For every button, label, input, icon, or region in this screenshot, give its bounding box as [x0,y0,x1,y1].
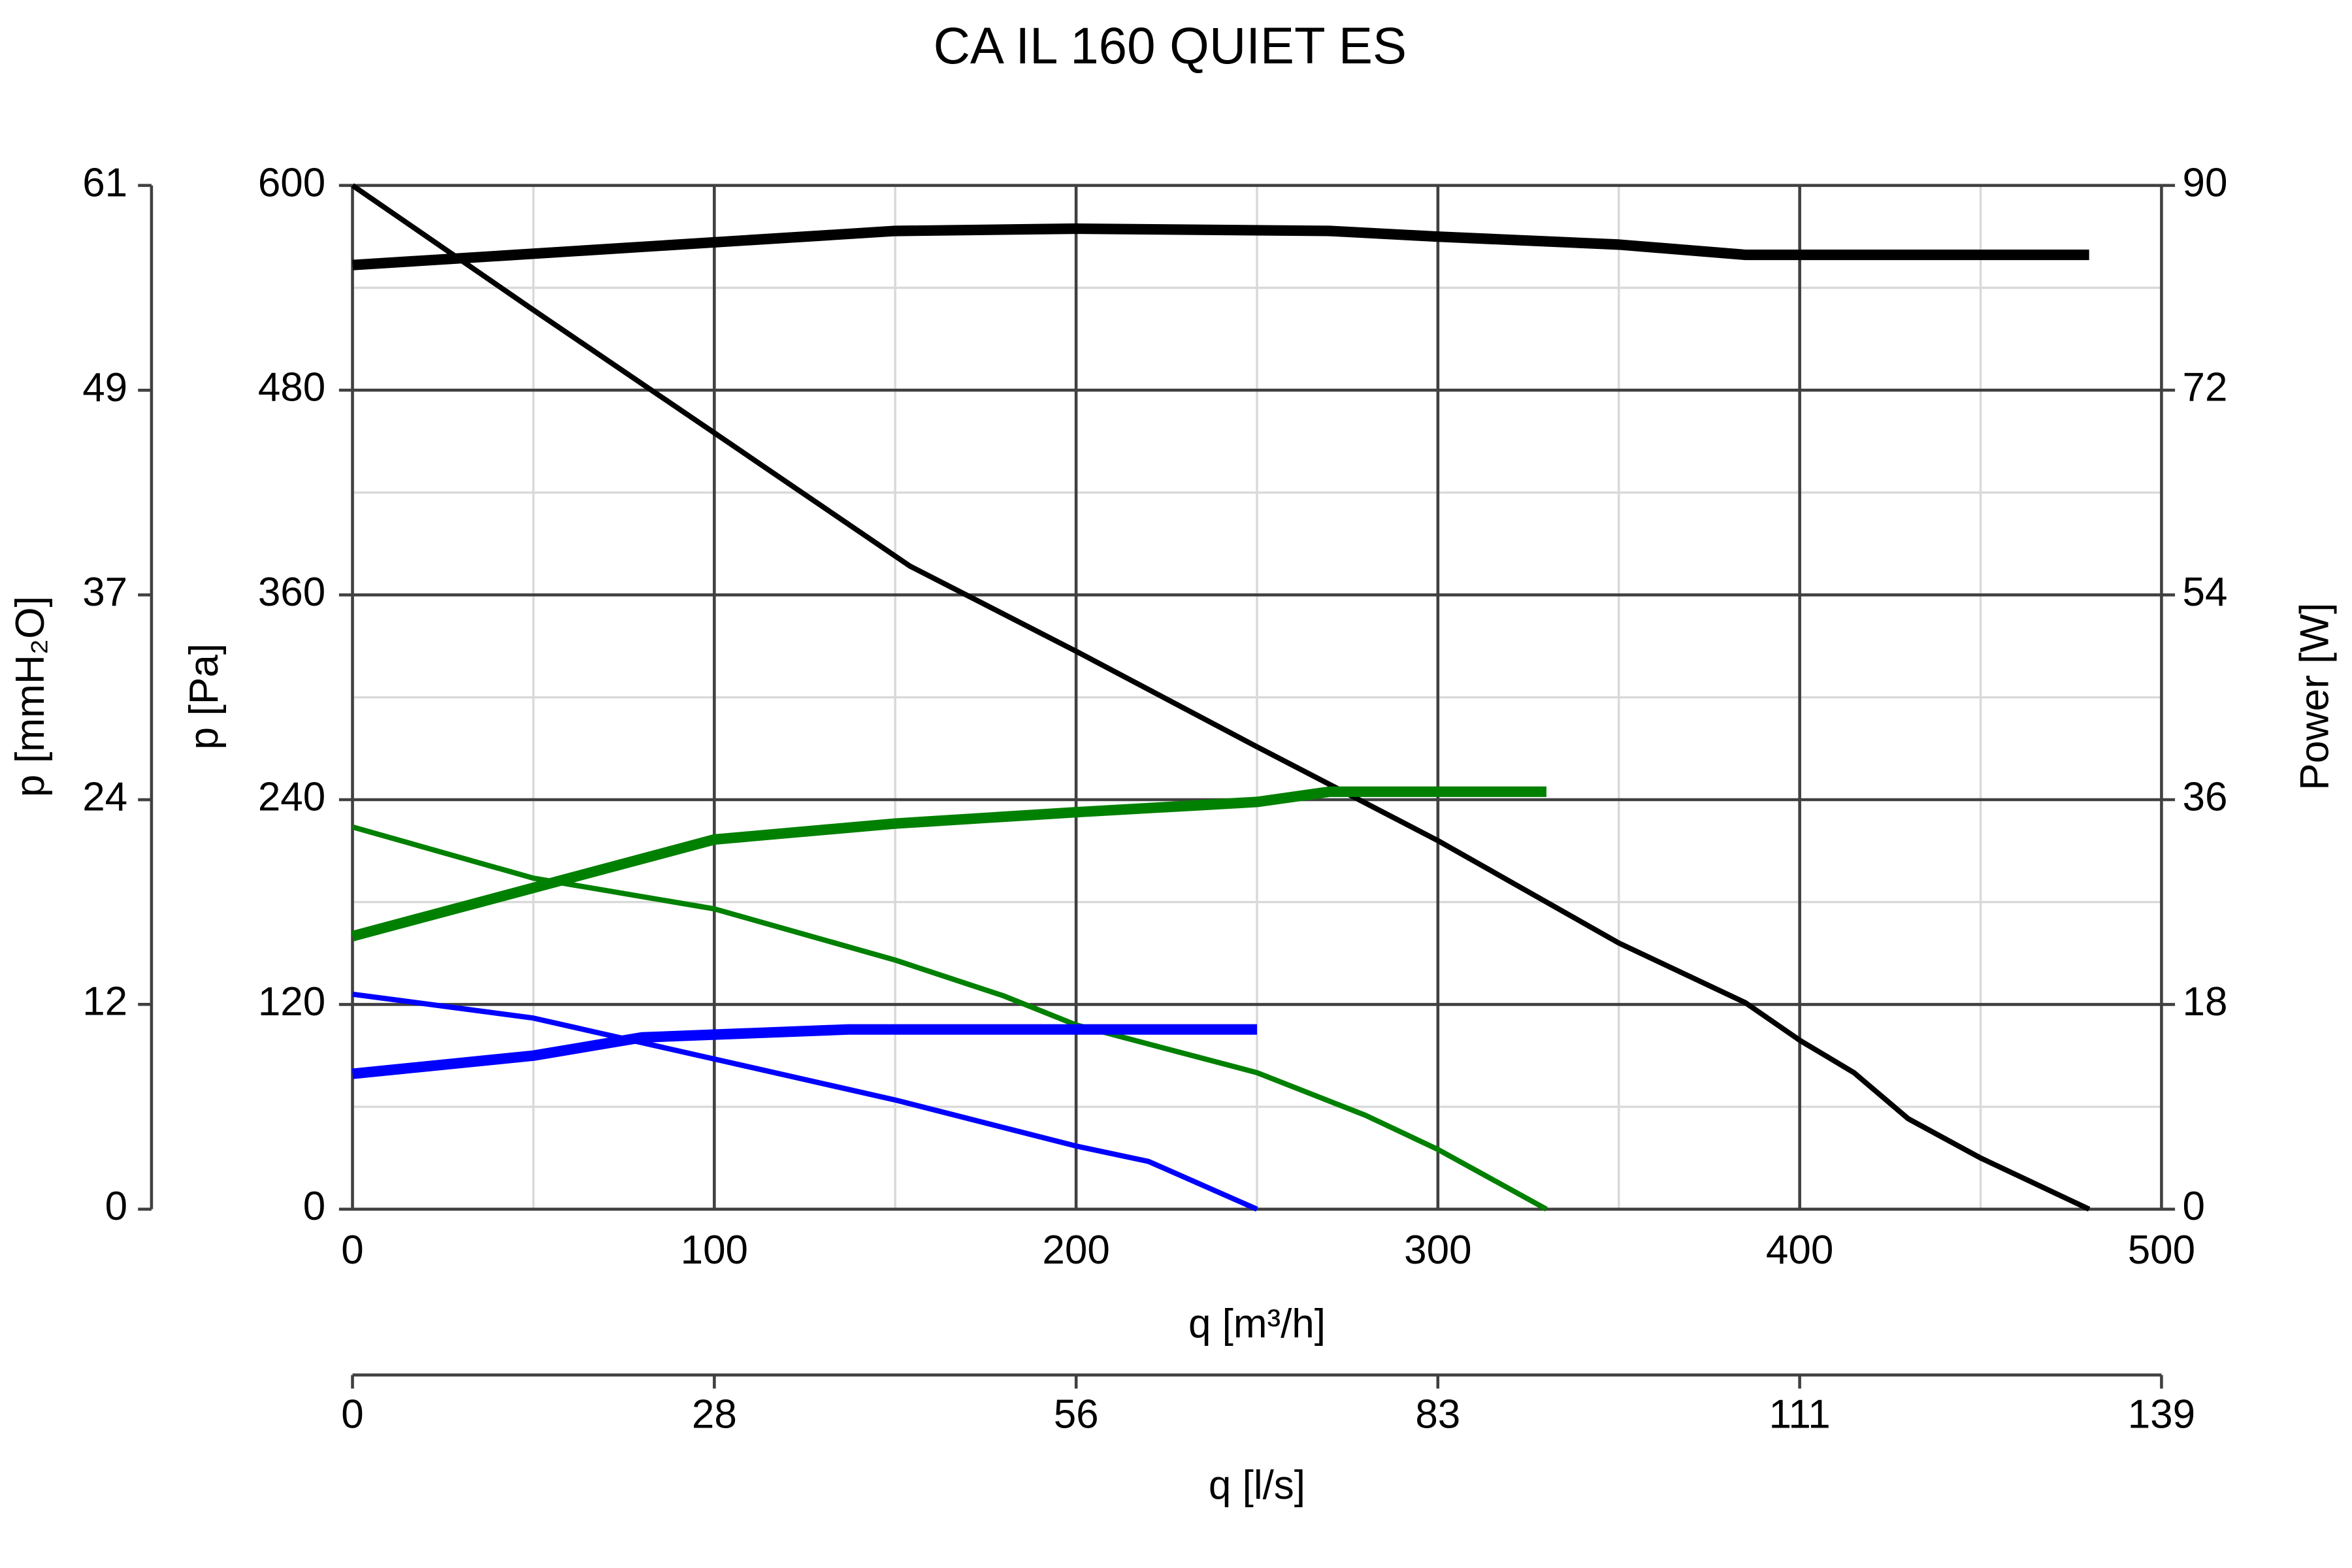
x-tick-label: 400 [1766,1228,1833,1273]
x2-tick-label: 83 [1415,1392,1460,1437]
y2-axis-label: Power [W] [2293,603,2338,791]
y2-tick-label: 54 [2183,570,2228,615]
y-tick-label: 480 [258,365,325,410]
chart-title: CA IL 160 QUIET ES [934,17,1407,74]
power-curve [351,786,1547,941]
power-curve [351,1024,1257,1079]
x2-tick-label: 111 [1769,1392,1831,1437]
x-axis-label: q [m³/h] [1188,1301,1326,1347]
y-tick-label: 0 [303,1184,325,1229]
y-tick-label: 120 [258,979,325,1024]
y-alt-tick-label: 24 [82,774,127,819]
pressure-curve [352,991,1258,1212]
y2-tick-label: 36 [2183,774,2228,819]
x2-tick-label: 0 [341,1392,363,1437]
x-tick-label: 200 [1042,1228,1109,1273]
y-tick-label: 360 [258,570,325,615]
y2-tick-label: 0 [2183,1184,2205,1229]
y-alt-tick-label: 0 [105,1184,127,1229]
y2-tick-label: 18 [2183,979,2228,1024]
y-alt-tick-label: 49 [82,365,127,410]
pressure-curve [351,824,1548,1212]
y-alt-axis-label: p [mmH₂O] [8,596,53,797]
x-tick-label: 500 [2128,1228,2195,1273]
y-tick-label: 600 [258,160,325,205]
x-tick-label: 0 [341,1228,363,1273]
y-alt-tick-label: 12 [82,979,127,1024]
y-alt-tick-label: 37 [82,570,127,615]
y2-tick-label: 90 [2183,160,2228,205]
power-curve [352,223,2089,270]
pressure-curve [351,183,2091,1212]
x-tick-label: 100 [681,1228,748,1273]
y2-tick-label: 72 [2183,365,2228,410]
x2-tick-label: 139 [2128,1392,2195,1437]
x2-tick-label: 56 [1054,1392,1099,1437]
x2-axis-label: q [l/s] [1209,1463,1305,1508]
y-tick-label: 240 [258,774,325,819]
y-axis-label: p [Pa] [182,644,227,750]
y-alt-tick-label: 61 [82,160,127,205]
x2-tick-label: 28 [692,1392,737,1437]
x-tick-label: 300 [1404,1228,1471,1273]
